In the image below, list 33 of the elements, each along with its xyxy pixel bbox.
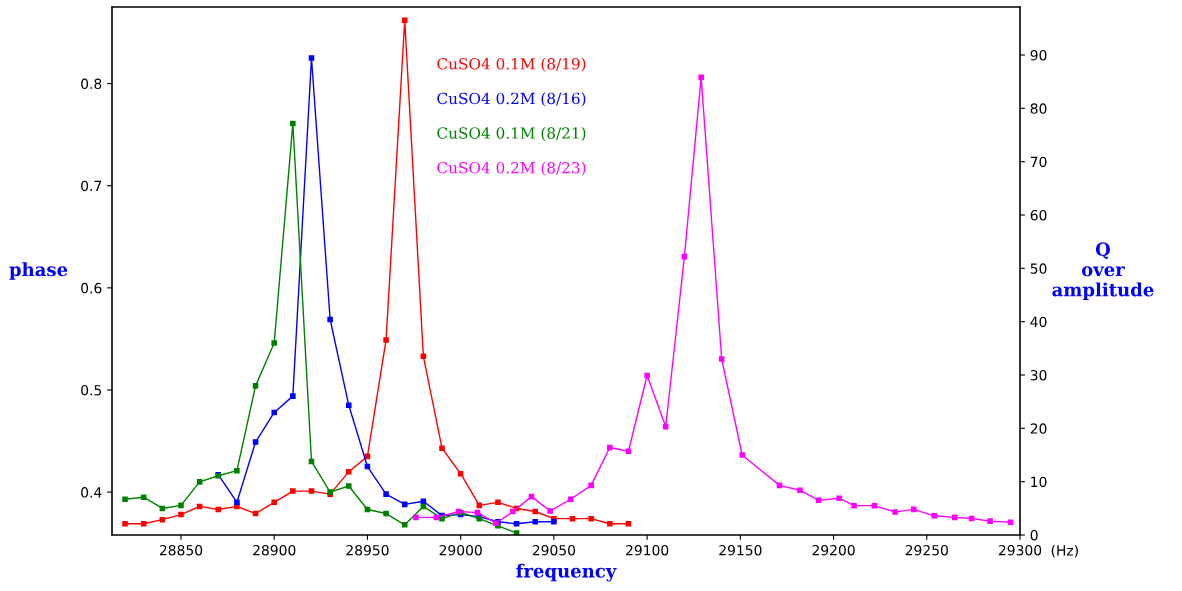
text: (Hz) [1051, 544, 1078, 558]
x-tick-label: 29000 [439, 544, 482, 556]
y2-tick-label: 10 [1031, 476, 1047, 488]
y2-tick-label: 40 [1030, 316, 1047, 328]
x-tick-label: 28950 [346, 544, 389, 556]
y2-tick-label: 60 [1030, 209, 1047, 221]
y2-tick-label: 90 [1030, 49, 1047, 61]
x-tick-label: 28850 [159, 544, 203, 556]
y-tick-label: 0.7 [81, 180, 102, 192]
y2-tick-label: 20 [1030, 423, 1047, 434]
x-tick-label: 29100 [626, 544, 669, 556]
y2-tick-label: 50 [1030, 263, 1047, 274]
x-tick-label: 29050 [532, 544, 576, 556]
y2-tick-label: 70 [1030, 156, 1047, 168]
y2-tick-label: 0 [1030, 529, 1038, 541]
series-label: CuSO4 0.1M (8/19) [437, 57, 586, 72]
x-tick-label: 29150 [719, 544, 762, 556]
y-tick-label: 0.5 [81, 384, 102, 396]
y-axis-title: phase [9, 262, 68, 280]
x-tick-label: 29200 [812, 544, 855, 556]
x-tick-label: 29300 [998, 544, 1042, 556]
y2-axis-title: Q over amplitude [1052, 242, 1154, 300]
y-tick-label: 0.4 [81, 487, 102, 498]
y2-tick-label: 30 [1030, 369, 1047, 381]
y-tick-label: 0.6 [81, 282, 102, 294]
text: CuSO4 0.1M (8/21) [437, 127, 586, 141]
y2-tick-label: 80 [1030, 103, 1047, 114]
x-axis-title: frequency [516, 563, 617, 582]
x-tick-label: 29250 [905, 544, 948, 556]
y-tick-label: 0.8 [81, 78, 102, 90]
text: CuSO4 0.2M (8/23) [437, 161, 586, 176]
text: CuSO4 0.2M (8/16) [437, 92, 586, 107]
x-tick-label: 28900 [253, 544, 296, 556]
